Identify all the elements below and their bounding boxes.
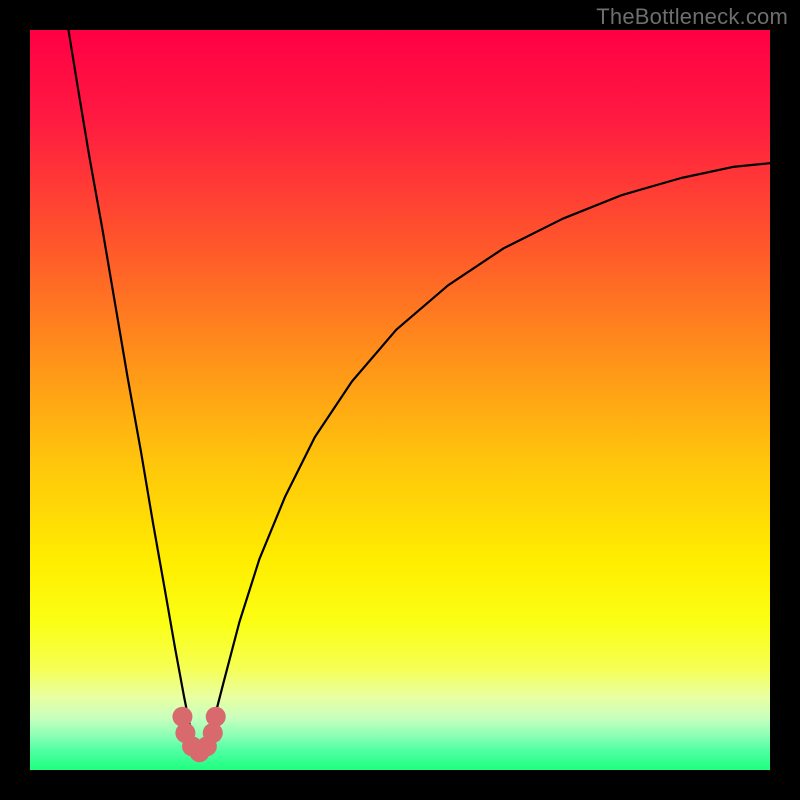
chart-frame: TheBottleneck.com bbox=[0, 0, 800, 800]
chart-svg bbox=[30, 30, 770, 770]
gradient-background bbox=[30, 30, 770, 770]
plot-area bbox=[30, 30, 770, 770]
watermark-text: TheBottleneck.com bbox=[596, 4, 788, 30]
curve-marker bbox=[206, 707, 226, 727]
